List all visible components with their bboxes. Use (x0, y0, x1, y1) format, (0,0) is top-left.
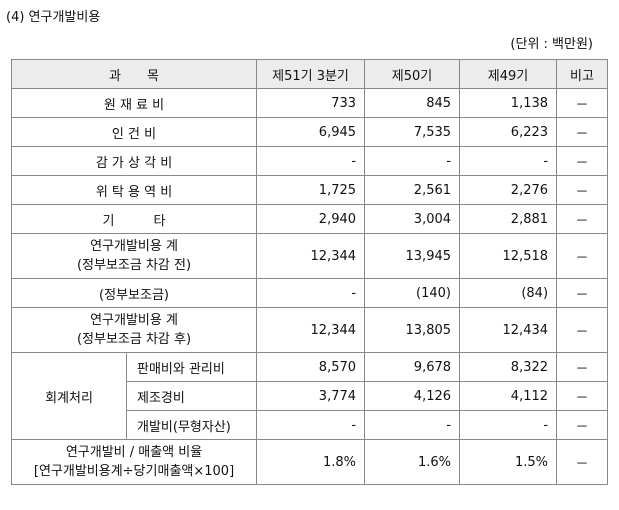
table-row: 연구개발비용 계 (정부보조금 차감 후) 12,344 13,805 12,4… (10, 307, 609, 353)
cell: 12,518 (459, 233, 558, 279)
cell-note: － (556, 233, 609, 279)
cell: 1.8% (256, 439, 366, 485)
table-row: 기 타 2,940 3,004 2,881 － (10, 204, 609, 234)
row-label: 개발비(무형자산) (125, 410, 258, 440)
cell: 3,774 (256, 381, 366, 411)
row-label: (정부보조금) (10, 278, 258, 308)
cell: - (459, 146, 558, 176)
row-label: 원 재 료 비 (10, 88, 258, 118)
unit-note: (단위 : 백만원) (510, 37, 593, 52)
header-49: 제49기 (459, 59, 558, 89)
cell-note: － (556, 307, 609, 353)
cell: 12,434 (459, 307, 558, 353)
cell: 2,276 (459, 175, 558, 205)
row-label-line1: 연구개발비용 계 (90, 313, 178, 328)
cell: 8,570 (256, 352, 366, 382)
cell: 733 (256, 88, 366, 118)
row-label-line2: (정부보조금 차감 후) (76, 332, 192, 347)
cell: - (459, 410, 558, 440)
cell: 3,004 (364, 204, 461, 234)
row-label: 인 건 비 (10, 117, 258, 147)
cell: 6,945 (256, 117, 366, 147)
cell: 1.5% (459, 439, 558, 485)
cell: 1,138 (459, 88, 558, 118)
row-label: 위 탁 용 역 비 (10, 175, 258, 205)
cell-note: － (556, 352, 609, 382)
cell-note: － (556, 381, 609, 411)
cell: 1,725 (256, 175, 366, 205)
rnd-expense-table: 과 목 제51기 3분기 제50기 제49기 비고 원 재 료 비 733 84… (10, 59, 609, 485)
header-50: 제50기 (364, 59, 461, 89)
table-row: 연구개발비용 계 (정부보조금 차감 전) 12,344 13,945 12,5… (10, 233, 609, 279)
row-label-line1: 연구개발비용 계 (90, 239, 178, 254)
cell-note: － (556, 278, 609, 308)
ratio-label-line1: 연구개발비 / 매출액 비율 (65, 445, 203, 460)
table-row: 위 탁 용 역 비 1,725 2,561 2,276 － (10, 175, 609, 205)
cell: 2,561 (364, 175, 461, 205)
table-row: 제조경비 3,774 4,126 4,112 － (12, 381, 609, 411)
cell: - (364, 146, 461, 176)
cell: 4,112 (459, 381, 558, 411)
row-label: 연구개발비용 계 (정부보조금 차감 후) (10, 307, 258, 353)
row-label: 제조경비 (125, 381, 258, 411)
cell: 12,344 (256, 307, 366, 353)
header-note: 비고 (556, 59, 609, 89)
ratio-label-line2: [연구개발비용계÷당기매출액×100] (33, 464, 235, 479)
cell: 12,344 (256, 233, 366, 279)
row-label: 연구개발비용 계 (정부보조금 차감 전) (10, 233, 258, 279)
cell: 4,126 (364, 381, 461, 411)
header-q3-51: 제51기 3분기 (256, 59, 366, 89)
table-header-row: 과 목 제51기 3분기 제50기 제49기 비고 (10, 59, 609, 89)
cell-note: － (556, 439, 609, 485)
cell: 2,881 (459, 204, 558, 234)
cell-note: － (556, 175, 609, 205)
cell: 1.6% (364, 439, 461, 485)
row-label: 판매비와 관리비 (125, 352, 258, 382)
row-label-line2: (정부보조금 차감 전) (76, 258, 192, 273)
cell-note: － (556, 410, 609, 440)
cell: 8,322 (459, 352, 558, 382)
row-label: 기 타 (10, 204, 258, 234)
cell: - (256, 278, 366, 308)
cell: (84) (459, 278, 558, 308)
cell: 7,535 (364, 117, 461, 147)
cell: - (256, 146, 366, 176)
table-row: 원 재 료 비 733 845 1,138 － (10, 88, 609, 118)
table-row: 인 건 비 6,945 7,535 6,223 － (10, 117, 609, 147)
cell: 2,940 (256, 204, 366, 234)
cell-note: － (556, 88, 609, 118)
cell: - (364, 410, 461, 440)
cell: 6,223 (459, 117, 558, 147)
cell-note: － (556, 146, 609, 176)
cell: 845 (364, 88, 461, 118)
table-row: 개발비(무형자산) - - - － (12, 410, 609, 440)
accounting-label: 회계처리 (11, 352, 127, 440)
table-row: (정부보조금) - (140) (84) － (10, 278, 609, 308)
cell-note: － (556, 204, 609, 234)
table-row: 회계처리 판매비와 관리비 8,570 9,678 8,322 － (11, 352, 609, 440)
cell: 13,805 (364, 307, 461, 353)
table-row: 감 가 상 각 비 - - - － (10, 146, 609, 176)
cell: (140) (364, 278, 461, 308)
cell: 9,678 (364, 352, 461, 382)
ratio-label: 연구개발비 / 매출액 비율 [연구개발비용계÷당기매출액×100] (10, 439, 258, 485)
row-label: 감 가 상 각 비 (10, 146, 258, 176)
section-heading: (4) 연구개발비용 (6, 10, 101, 25)
header-item: 과 목 (10, 59, 258, 89)
cell: 13,945 (364, 233, 461, 279)
cell-note: － (556, 117, 609, 147)
cell: - (256, 410, 366, 440)
table-row: 연구개발비 / 매출액 비율 [연구개발비용계÷당기매출액×100] 1.8% … (10, 439, 609, 485)
